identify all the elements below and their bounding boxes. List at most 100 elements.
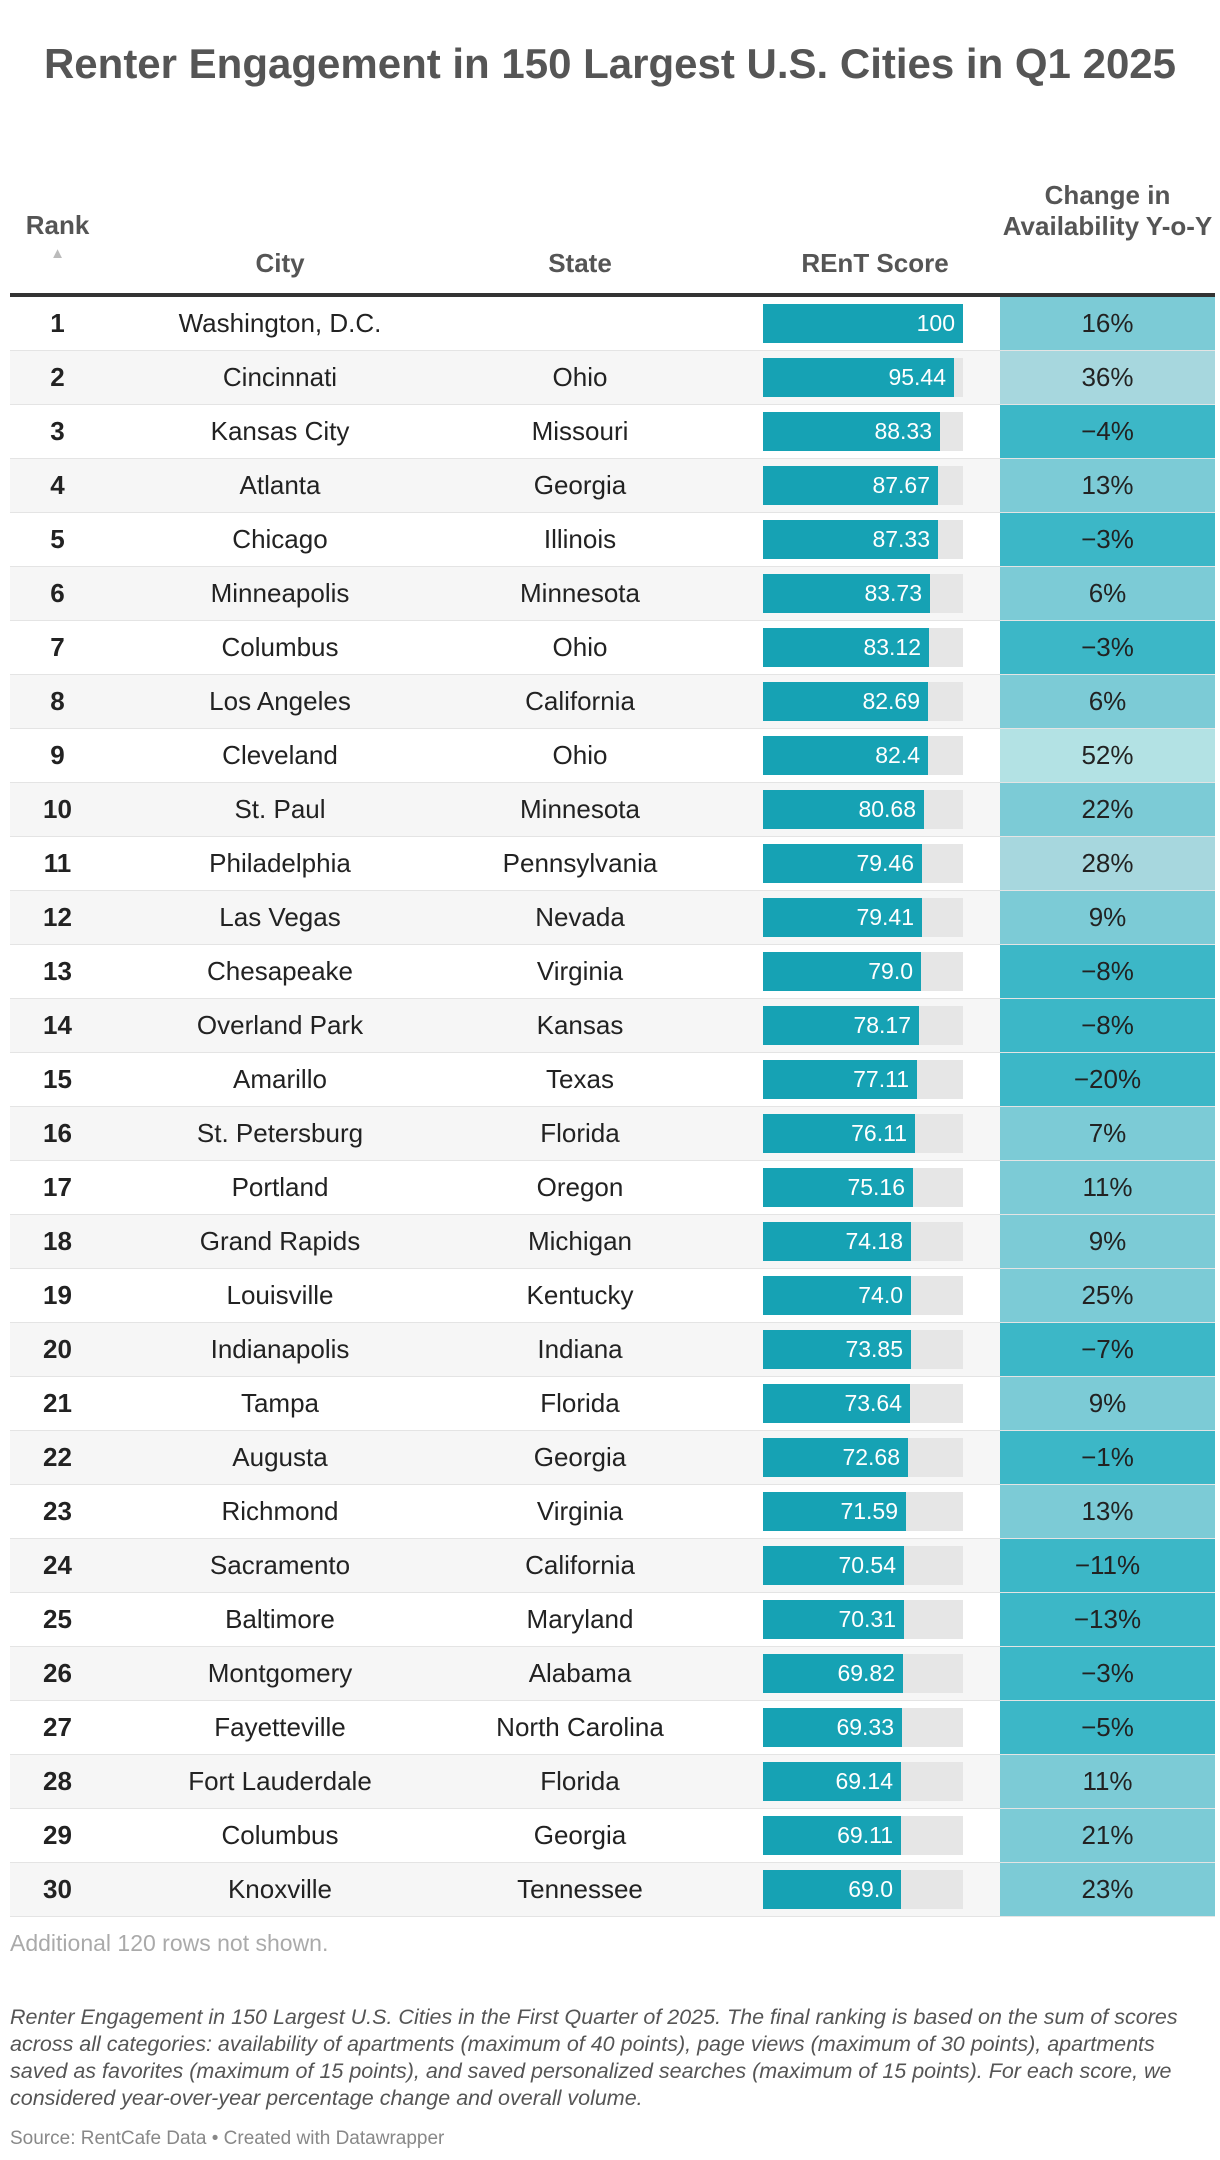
- score-bar-track: 79.0: [763, 952, 963, 991]
- score-bar-track: 70.31: [763, 1600, 963, 1639]
- table-row[interactable]: 8 Los Angeles California 82.69 6%: [10, 675, 1215, 729]
- score-bar-track: 82.4: [763, 736, 963, 775]
- table-row[interactable]: 7 Columbus Ohio 83.12 −3%: [10, 621, 1215, 675]
- state-cell: Florida: [540, 1118, 620, 1148]
- city-cell: Montgomery: [207, 1658, 353, 1688]
- table-row[interactable]: 21 Tampa Florida 73.64 9%: [10, 1377, 1215, 1431]
- state-cell: Florida: [540, 1766, 620, 1796]
- change-cell: 16%: [1000, 297, 1215, 350]
- table-row[interactable]: 3 Kansas City Missouri 88.33 −4%: [10, 405, 1215, 459]
- rank-cell: 12: [43, 902, 72, 932]
- score-bar: 80.68: [763, 790, 924, 829]
- rank-cell: 10: [43, 794, 72, 824]
- table-row[interactable]: 12 Las Vegas Nevada 79.41 9%: [10, 891, 1215, 945]
- table-row[interactable]: 26 Montgomery Alabama 69.82 −3%: [10, 1647, 1215, 1701]
- table-row[interactable]: 27 Fayetteville North Carolina 69.33 −5%: [10, 1701, 1215, 1755]
- column-header-city[interactable]: City: [255, 248, 305, 278]
- change-cell: 52%: [1000, 729, 1215, 782]
- change-cell: 28%: [1000, 837, 1215, 890]
- state-cell: Georgia: [533, 1820, 627, 1850]
- state-cell: North Carolina: [496, 1712, 664, 1742]
- rank-cell: 19: [43, 1280, 72, 1310]
- table-row[interactable]: 19 Louisville Kentucky 74.0 25%: [10, 1269, 1215, 1323]
- table-row[interactable]: 2 Cincinnati Ohio 95.44 36%: [10, 351, 1215, 405]
- table-row[interactable]: 20 Indianapolis Indiana 73.85 −7%: [10, 1323, 1215, 1377]
- table-row[interactable]: 13 Chesapeake Virginia 79.0 −8%: [10, 945, 1215, 999]
- score-bar: 74.0: [763, 1276, 911, 1315]
- city-cell: Atlanta: [239, 470, 321, 500]
- score-bar-track: 69.0: [763, 1870, 963, 1909]
- city-cell: Overland Park: [196, 1010, 364, 1040]
- score-bar: 73.64: [763, 1384, 910, 1423]
- city-cell: Minneapolis: [210, 578, 350, 608]
- table-row[interactable]: 23 Richmond Virginia 71.59 13%: [10, 1485, 1215, 1539]
- rank-cell: 14: [43, 1010, 72, 1040]
- table-row[interactable]: 25 Baltimore Maryland 70.31 −13%: [10, 1593, 1215, 1647]
- score-value-label: 80.68: [858, 796, 916, 822]
- column-header-score[interactable]: REnT Score: [801, 248, 949, 278]
- state-cell: Alabama: [528, 1658, 632, 1688]
- change-cell: −7%: [1000, 1323, 1215, 1376]
- state-cell: Kentucky: [526, 1280, 634, 1310]
- table-row[interactable]: 14 Overland Park Kansas 78.17 −8%: [10, 999, 1215, 1053]
- rank-cell: 20: [43, 1334, 72, 1364]
- rank-cell: 26: [43, 1658, 72, 1688]
- table-row[interactable]: 5 Chicago Illinois 87.33 −3%: [10, 513, 1215, 567]
- table-row[interactable]: 16 St. Petersburg Florida 76.11 7%: [10, 1107, 1215, 1161]
- change-cell: 22%: [1000, 783, 1215, 836]
- change-cell: 7%: [1000, 1107, 1215, 1160]
- score-value-label: 87.33: [872, 526, 930, 552]
- score-bar: 70.54: [763, 1546, 904, 1585]
- score-value-label: 69.82: [837, 1660, 895, 1686]
- column-header-rank[interactable]: Rank ▲: [10, 210, 105, 262]
- score-bar-track: 69.33: [763, 1708, 963, 1747]
- table-row[interactable]: 24 Sacramento California 70.54 −11%: [10, 1539, 1215, 1593]
- city-cell: St. Petersburg: [196, 1118, 364, 1148]
- score-bar-track: 69.14: [763, 1762, 963, 1801]
- city-cell: Chicago: [232, 524, 328, 554]
- rank-cell: 30: [43, 1874, 72, 1904]
- score-value-label: 72.68: [842, 1444, 900, 1470]
- score-value-label: 79.0: [868, 958, 913, 984]
- state-cell: Minnesota: [520, 794, 640, 824]
- column-header-state[interactable]: State: [548, 248, 612, 278]
- chart-title: Renter Engagement in 150 Largest U.S. Ci…: [43, 40, 1177, 87]
- rank-cell: 7: [50, 632, 65, 662]
- change-cell: −8%: [1000, 999, 1215, 1052]
- change-cell: 6%: [1000, 675, 1215, 728]
- table-row[interactable]: 18 Grand Rapids Michigan 74.18 9%: [10, 1215, 1215, 1269]
- score-bar-track: 69.82: [763, 1654, 963, 1693]
- score-bar: 76.11: [763, 1114, 915, 1153]
- score-value-label: 88.33: [874, 418, 932, 444]
- score-value-label: 83.73: [864, 580, 922, 606]
- change-cell: −20%: [1000, 1053, 1215, 1106]
- score-bar: 95.44: [763, 358, 954, 397]
- score-bar: 79.41: [763, 898, 922, 937]
- rank-cell: 25: [43, 1604, 72, 1634]
- table-row[interactable]: 9 Cleveland Ohio 82.4 52%: [10, 729, 1215, 783]
- score-bar-track: 75.16: [763, 1168, 963, 1207]
- table-row[interactable]: 30 Knoxville Tennessee 69.0 23%: [10, 1863, 1215, 1917]
- rank-cell: 13: [43, 956, 72, 986]
- table-row[interactable]: 6 Minneapolis Minnesota 83.73 6%: [10, 567, 1215, 621]
- column-header-change[interactable]: Change in Availability Y-o-Y: [1002, 180, 1213, 241]
- table-row[interactable]: 15 Amarillo Texas 77.11 −20%: [10, 1053, 1215, 1107]
- table-row[interactable]: 22 Augusta Georgia 72.68 −1%: [10, 1431, 1215, 1485]
- state-cell: Missouri: [531, 416, 629, 446]
- score-value-label: 70.54: [838, 1552, 896, 1578]
- city-cell: Knoxville: [227, 1874, 333, 1904]
- table-row[interactable]: 4 Atlanta Georgia 87.67 13%: [10, 459, 1215, 513]
- table-row[interactable]: 28 Fort Lauderdale Florida 69.14 11%: [10, 1755, 1215, 1809]
- city-cell: Washington, D.C.: [178, 308, 382, 338]
- score-bar-track: 87.67: [763, 466, 963, 505]
- table-row[interactable]: 17 Portland Oregon 75.16 11%: [10, 1161, 1215, 1215]
- table-row[interactable]: 11 Philadelphia Pennsylvania 79.46 28%: [10, 837, 1215, 891]
- score-value-label: 78.17: [853, 1012, 911, 1038]
- table-row[interactable]: 1 Washington, D.C. 100 16%: [10, 297, 1215, 351]
- table-row[interactable]: 29 Columbus Georgia 69.11 21%: [10, 1809, 1215, 1863]
- state-cell: Tennessee: [517, 1874, 643, 1904]
- table-row[interactable]: 10 St. Paul Minnesota 80.68 22%: [10, 783, 1215, 837]
- city-cell: Columbus: [221, 1820, 339, 1850]
- change-cell: 21%: [1000, 1809, 1215, 1862]
- rank-cell: 29: [43, 1820, 72, 1850]
